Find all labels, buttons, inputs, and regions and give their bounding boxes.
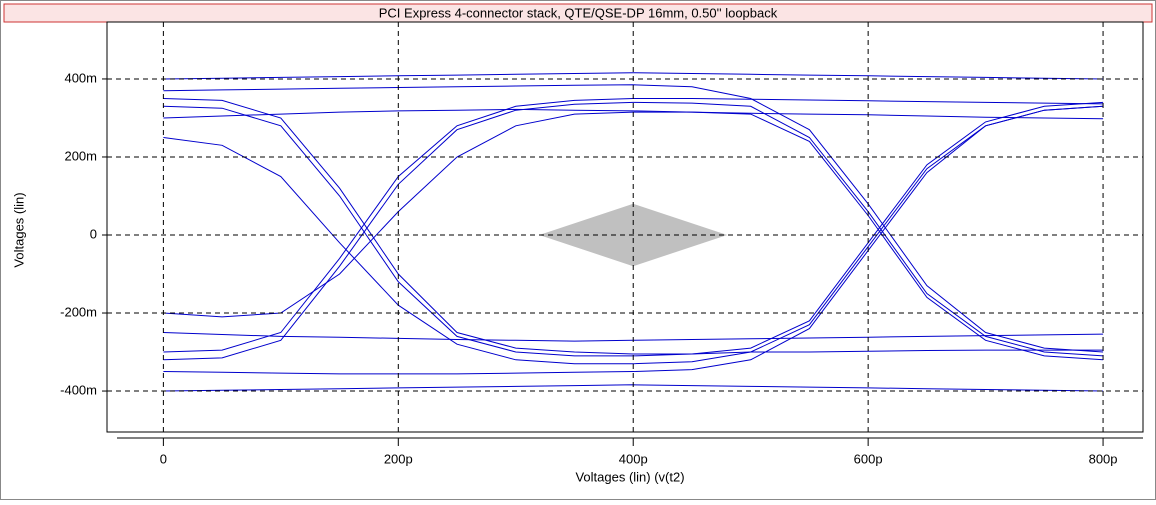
eye-trace [163,105,1104,365]
eye-trace [163,108,1104,120]
x-tick-label: 800p [1089,451,1118,466]
x-tick-label: 0 [160,451,167,466]
x-axis-title: Voltages (lin) (v(t2) [575,469,684,484]
eye-trace [163,84,1104,353]
eye-trace [163,72,1104,80]
x-tick-label: 600p [854,451,883,466]
y-tick-label: -200m [60,304,97,319]
x-tick-label: 200p [384,451,413,466]
x-tick-label: 400p [619,451,648,466]
y-tick-label: 0 [90,226,97,241]
chart-title: PCI Express 4-connector stack, QTE/QSE-D… [379,5,778,20]
eye-trace [163,98,1104,355]
y-tick-label: -400m [60,382,97,397]
y-tick-label: 400m [64,70,97,85]
y-tick-label: 200m [64,148,97,163]
eye-trace [163,101,1104,361]
y-axis-title: Voltages (lin) [11,192,26,267]
